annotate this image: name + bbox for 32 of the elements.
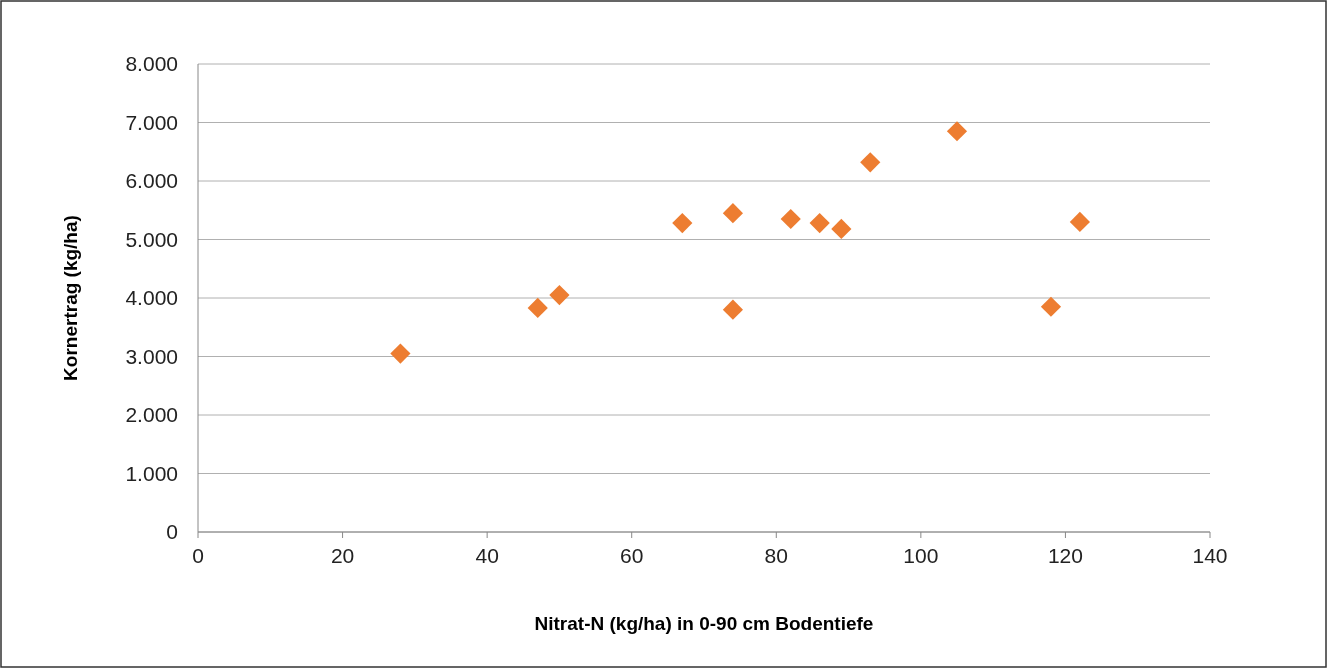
y-tick-label: 2.000 [125,403,178,426]
y-tick-label: 4.000 [125,286,178,309]
x-tick-label: 120 [1047,544,1083,567]
x-axis-title: Nitrat-N (kg/ha) in 0-90 cm Bodentiefe [534,613,874,634]
x-tick-label: 40 [475,544,499,567]
x-tick-label: 60 [620,544,644,567]
y-tick-label: 8.000 [125,52,178,75]
point [780,208,801,230]
x-tick-label: 100 [903,544,939,567]
x-tick-label: 20 [330,544,355,567]
y-axis-title: Kornertrag (kg/ha) [60,215,81,381]
y-tick-label: 7.000 [125,110,178,134]
point [860,152,881,173]
point [390,343,411,364]
point [722,203,744,224]
x-tick-label: 140 [1192,544,1228,567]
point [1040,296,1062,317]
y-tick-label: 5.000 [125,227,178,251]
point [722,299,744,320]
y-tick-label: 3.000 [125,344,178,368]
x-tick-label: 0 [192,544,204,567]
y-tick-label: 6.000 [125,169,178,192]
point [946,121,968,142]
point [672,213,693,234]
y-tick-label: 1.000 [125,461,178,485]
x-tick-label: 80 [764,544,788,567]
point [831,218,852,240]
y-tick-label: 0 [166,520,178,543]
point [809,213,830,234]
point [527,297,548,319]
point [549,284,570,306]
point [1069,211,1090,233]
